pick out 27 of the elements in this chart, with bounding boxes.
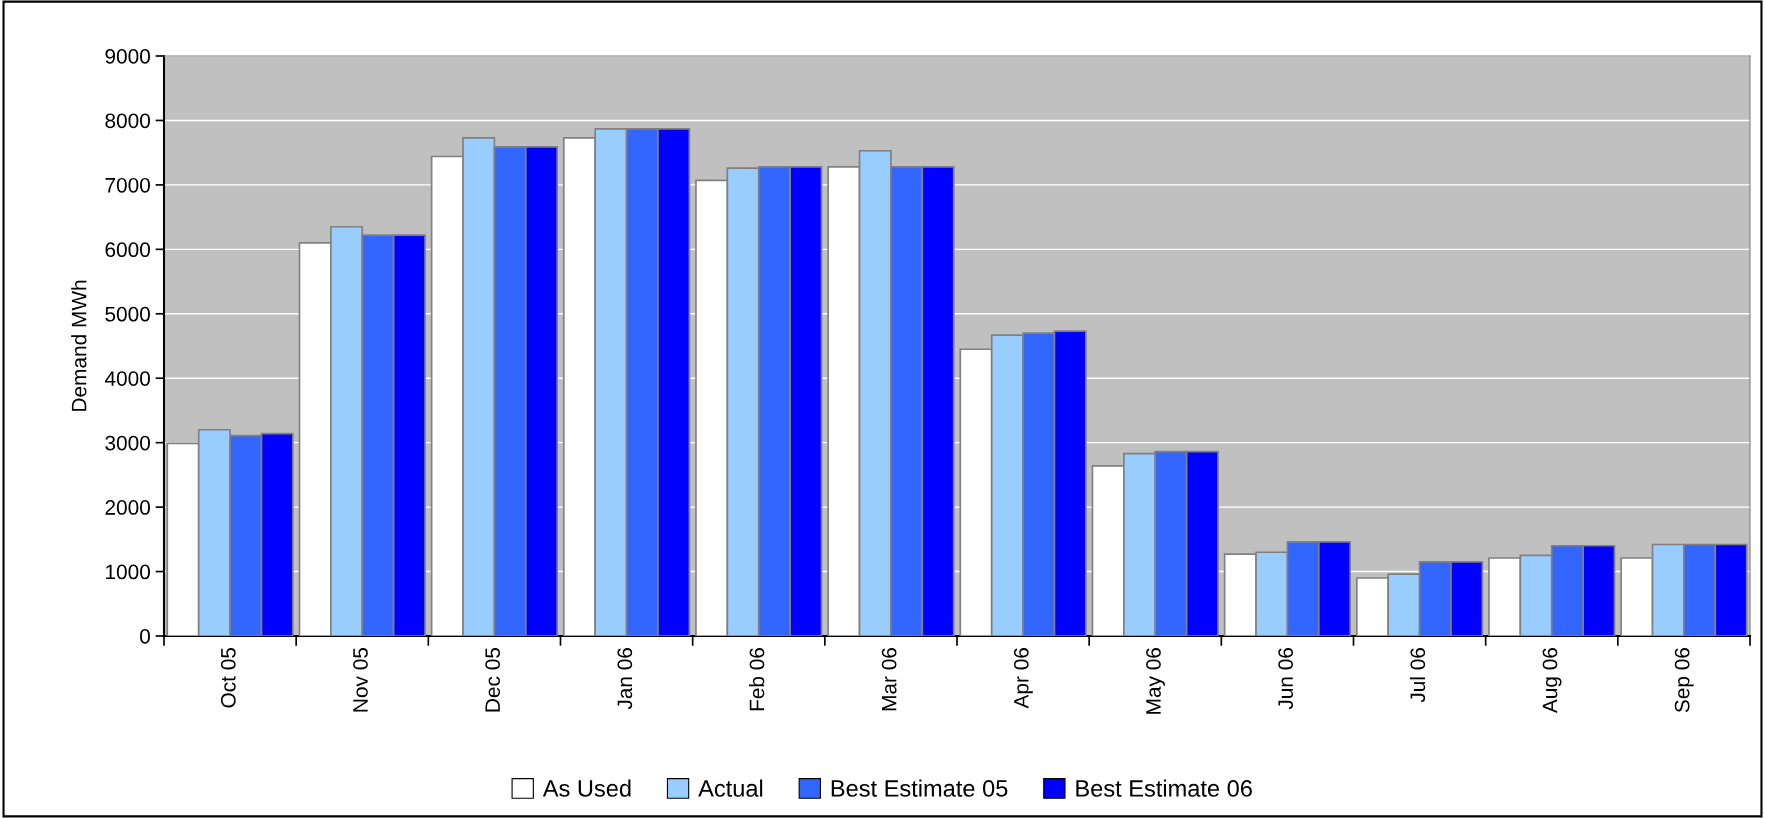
x-tick-label: Apr 06 [1013,648,1033,709]
x-tick-label: Mar 06 [881,648,897,711]
legend-label: Actual [698,779,763,797]
y-tick-label: 9000 [105,49,150,64]
y-tick-label: 2000 [105,500,150,515]
x-tick-label: Jan 06 [617,648,633,710]
x-tick-label: Sep 06 [1674,648,1694,713]
y-tick-label: 0 [140,629,150,644]
x-tick-label: Nov 05 [353,647,368,712]
y-tick-label: 3000 [105,435,150,451]
x-tick-label: Jul 06 [1409,648,1426,703]
x-tick-label: May 06 [1146,648,1165,714]
y-tick-label: 8000 [105,113,150,129]
legend-label: Best Estimate 05 [831,779,1008,797]
x-tick-label: Feb 06 [749,648,765,711]
y-tick-label: 4000 [104,371,150,386]
y-tick-label: 1000 [106,564,150,580]
x-tick-label: Dec 05 [485,647,501,712]
x-tick-label: Jun 06 [1278,648,1294,710]
legend-label: As Used [542,779,631,797]
y-tick-label: 5000 [105,306,150,322]
y-tick-label: 6000 [105,242,150,258]
y-axis-title: Demand MWh [71,280,87,411]
legend-label: Best Estimate 06 [1076,779,1252,797]
x-tick-label: Aug 06 [1542,648,1562,714]
x-tick-label: Oct 05 [220,647,236,708]
y-tick-label: 7000 [105,177,150,193]
